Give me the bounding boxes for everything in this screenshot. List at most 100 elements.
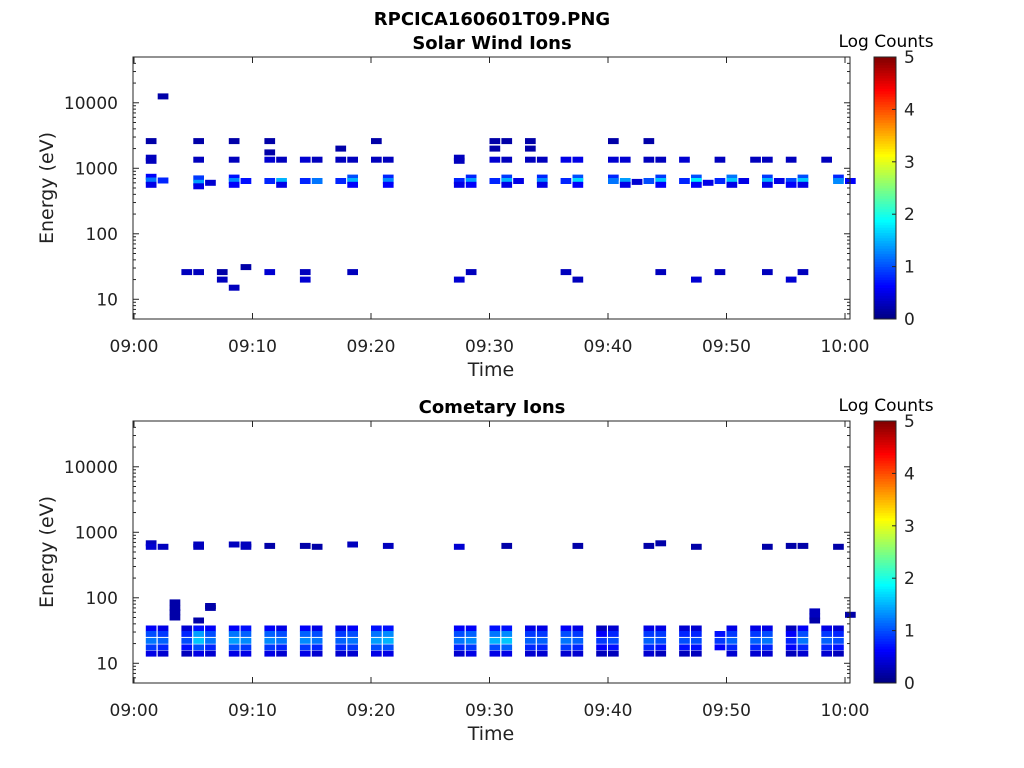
heatmap-cell	[371, 644, 382, 651]
heatmap-cell	[572, 542, 584, 549]
heatmap-cell	[311, 178, 323, 184]
colorbar-segment	[874, 88, 896, 92]
heatmap-cell	[181, 269, 193, 276]
colorbar-segment	[874, 507, 896, 511]
heatmap-cell	[382, 650, 394, 657]
heatmap-cell	[750, 644, 761, 651]
heatmap-cell	[193, 175, 204, 182]
colorbar-segment	[874, 274, 896, 278]
heatmap-cell	[797, 644, 809, 651]
colorbar-segment	[874, 269, 896, 273]
heatmap-cell	[596, 637, 607, 644]
heatmap-cell	[489, 644, 501, 651]
colorbar-segment	[874, 174, 896, 178]
heatmap-cell	[536, 625, 548, 632]
heatmap-cell	[335, 625, 347, 632]
colorbar-segment	[874, 656, 896, 660]
heatmap-cell	[347, 644, 358, 651]
heatmap-cell	[193, 644, 204, 651]
heatmap-cell	[785, 181, 797, 188]
colorbar-tick-label: 1	[904, 622, 915, 642]
heatmap-cell	[726, 650, 738, 657]
colorbar-segment	[874, 528, 896, 532]
colorbar-segment	[874, 237, 896, 241]
heatmap-cell	[169, 609, 181, 616]
heatmap-cell	[714, 156, 726, 163]
heatmap-cell	[809, 617, 821, 624]
heatmap-cell	[240, 631, 252, 637]
heatmap-cell	[453, 631, 465, 637]
heatmap-cell	[750, 631, 761, 637]
heatmap-cell	[264, 269, 276, 276]
colorbar-label: Log Counts	[838, 32, 933, 52]
heatmap-cell	[726, 631, 738, 637]
heatmap-cell	[572, 276, 584, 283]
colorbar-segment	[874, 622, 896, 626]
heatmap-cell	[264, 138, 276, 145]
heatmap-cell	[821, 644, 832, 651]
heatmap-cell	[631, 178, 643, 185]
heatmap-cell	[264, 178, 276, 184]
heatmap-cell	[525, 138, 536, 145]
colorbar-segment	[874, 436, 896, 440]
colorbar-segment	[874, 193, 896, 197]
heatmap-cell	[299, 269, 311, 276]
heatmap-cells	[145, 93, 856, 291]
heatmap-cell	[833, 637, 844, 644]
heatmap-cell	[264, 149, 276, 156]
y-axis-label: Energy (eV)	[36, 496, 58, 608]
heatmap-cell	[750, 156, 761, 163]
heatmap-cell	[833, 543, 844, 550]
heatmap-cell	[489, 631, 501, 637]
heatmap-cell	[276, 156, 287, 163]
x-tick-label: 10:00	[821, 701, 870, 721]
x-axis: 09:00 09:10 09:20 09:30 09:40 09:50 10:00	[110, 421, 870, 721]
heatmap-cell	[382, 174, 394, 181]
colorbar-segment	[874, 517, 896, 521]
colorbar-segment	[874, 208, 896, 212]
heatmap-cell	[643, 138, 655, 145]
heatmap-cell	[193, 631, 204, 637]
colorbar-segment	[874, 651, 896, 655]
colorbar-segment	[874, 447, 896, 451]
heatmap-cell	[311, 644, 323, 651]
colorbar-segment	[874, 243, 896, 247]
colorbar-segment	[874, 510, 896, 514]
colorbar-segment	[874, 609, 896, 613]
colorbar-segment	[874, 303, 896, 307]
heatmap-cell	[465, 650, 477, 657]
heatmap-cell	[335, 644, 347, 651]
colorbar-segment	[874, 101, 896, 105]
x-tick-label: 09:50	[702, 337, 751, 357]
heatmap-cell	[797, 650, 809, 657]
colorbar-segment	[874, 140, 896, 144]
heatmap-cell	[276, 637, 287, 644]
colorbar-segment	[874, 211, 896, 215]
heatmap-cell	[714, 637, 726, 644]
colorbar-tick-label: 5	[904, 412, 915, 432]
y-tick-label: 100	[86, 589, 118, 609]
heatmap-cell	[145, 138, 157, 145]
panel-solar-wind: Solar Wind Ions 09:00 09:10 09:20 09:30 09:4…	[36, 32, 934, 381]
heatmap-cell	[702, 179, 714, 186]
colorbar-segment	[874, 426, 896, 430]
colorbar-segment	[874, 277, 896, 281]
colorbar-frame	[873, 56, 897, 320]
colorbar-segment	[874, 104, 896, 108]
heatmap-cell	[726, 181, 738, 188]
colorbar-segment	[874, 567, 896, 571]
heatmap-cell	[465, 269, 477, 276]
heatmap-cell	[714, 269, 726, 276]
heatmap-cell	[157, 631, 169, 637]
heatmap-cell	[501, 174, 513, 181]
colorbar-segment	[874, 578, 896, 582]
heatmap-cell	[145, 644, 157, 651]
heatmap-cell	[833, 178, 844, 184]
heatmap-cell	[655, 644, 667, 651]
heatmap-cell	[371, 650, 382, 657]
colorbar-segment	[874, 620, 896, 624]
heatmap-cell	[821, 631, 832, 637]
heatmap-cell	[536, 644, 548, 651]
heatmap-cell	[762, 650, 773, 657]
